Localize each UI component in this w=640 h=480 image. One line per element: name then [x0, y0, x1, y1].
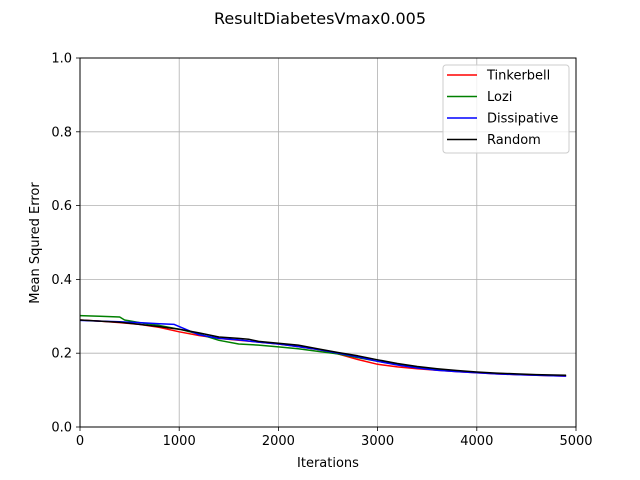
y-tick-label: 1.0	[51, 52, 72, 67]
legend: Tinkerbell Lozi Dissipative Random	[442, 64, 570, 154]
y-tick-label: 0.8	[51, 125, 72, 140]
x-tick-label: 1000	[163, 434, 196, 449]
y-tick-label: 0.4	[51, 273, 72, 288]
y-tick-label: 0.2	[51, 347, 72, 362]
legend-box	[442, 64, 570, 154]
plot-area-frame	[79, 57, 577, 428]
x-tick-label: 0	[76, 434, 84, 449]
y-axis-ticks: 0.0 0.2 0.4 0.6 0.8 1.0	[51, 52, 80, 436]
legend-label-random: Random	[487, 133, 541, 148]
series-line-dissipative	[79, 319, 567, 377]
legend-label-tinkerbell: Tinkerbell	[486, 69, 550, 84]
legend-label-dissipative: Dissipative	[487, 112, 558, 127]
x-tick-label: 3000	[361, 434, 394, 449]
x-tick-label: 2000	[262, 434, 295, 449]
y-tick-label: 0.0	[51, 421, 72, 436]
y-axis-label: Mean Squred Error	[28, 182, 43, 304]
series-lines	[79, 314, 567, 377]
x-axis-label: Iterations	[297, 456, 359, 471]
x-axis-ticks: 0 1000 2000 3000 4000 5000	[76, 427, 593, 449]
x-tick-label: 5000	[559, 434, 592, 449]
chart-title: ResultDiabetesVmax0.005	[214, 9, 426, 28]
y-tick-label: 0.6	[51, 199, 72, 214]
series-line-random	[79, 319, 567, 377]
x-tick-label: 4000	[460, 434, 493, 449]
legend-label-lozi: Lozi	[487, 90, 512, 105]
